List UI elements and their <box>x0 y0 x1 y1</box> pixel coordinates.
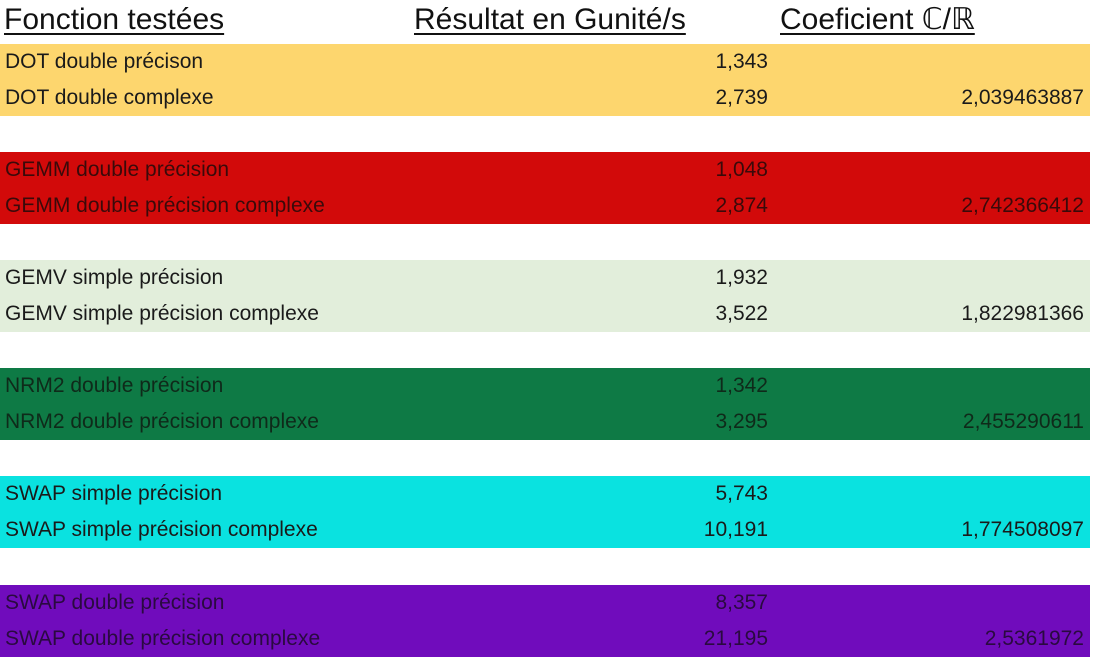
coefficient-value[interactable]: 2,5361972 <box>984 627 1084 650</box>
table-row: SWAP double précision complexe 21,195 2,… <box>0 621 1090 657</box>
table-row: SWAP simple précision 5,743 <box>0 476 1090 512</box>
table-row: NRM2 double précision 1,342 <box>0 368 1090 404</box>
table-row: DOT double complexe 2,739 2,039463887 <box>0 80 1090 116</box>
table-row: DOT double précison 1,343 <box>0 44 1090 80</box>
result-value[interactable]: 10,191 <box>703 518 768 541</box>
coefficient-value[interactable]: 2,742366412 <box>961 194 1084 217</box>
result-value[interactable]: 2,874 <box>715 194 768 217</box>
group-swap-simple: SWAP simple précision 5,743 SWAP simple … <box>0 476 1090 548</box>
function-name[interactable]: SWAP double précision <box>5 591 225 614</box>
table-row: GEMV simple précision complexe 3,522 1,8… <box>0 296 1090 332</box>
function-name[interactable]: GEMV simple précision <box>5 266 224 289</box>
function-name[interactable]: GEMM double précision complexe <box>5 194 325 217</box>
function-name[interactable]: DOT double précison <box>5 50 204 73</box>
function-name[interactable]: GEMV simple précision complexe <box>5 302 319 325</box>
table-row: GEMV simple précision 1,932 <box>0 260 1090 296</box>
header-function[interactable]: Fonction testées <box>4 3 225 36</box>
result-value[interactable]: 3,295 <box>715 410 768 433</box>
function-name[interactable]: DOT double complexe <box>5 86 214 109</box>
function-name[interactable]: NRM2 double précision complexe <box>5 410 319 433</box>
coefficient-value[interactable]: 2,039463887 <box>961 86 1084 109</box>
group-gemv: GEMV simple précision 1,932 GEMV simple … <box>0 260 1090 332</box>
coefficient-value[interactable]: 1,774508097 <box>961 518 1084 541</box>
table-row: GEMM double précision complexe 2,874 2,7… <box>0 188 1090 224</box>
function-name[interactable]: GEMM double précision <box>5 158 230 181</box>
table-row: SWAP simple précision complexe 10,191 1,… <box>0 512 1090 548</box>
result-value[interactable]: 1,048 <box>715 158 768 181</box>
function-name[interactable]: SWAP simple précision <box>5 482 223 505</box>
group-gemm: GEMM double précision 1,048 GEMM double … <box>0 152 1090 224</box>
header-result[interactable]: Résultat en Gunité/s <box>414 3 686 36</box>
group-dot: DOT double précison 1,343 DOT double com… <box>0 44 1090 116</box>
result-value[interactable]: 3,522 <box>715 302 768 325</box>
header-row: Fonction testées Résultat en Gunité/s Co… <box>0 0 1095 44</box>
coefficient-value[interactable]: 2,455290611 <box>962 410 1084 433</box>
result-value[interactable]: 21,195 <box>703 627 768 650</box>
function-name[interactable]: SWAP double précision complexe <box>5 627 321 650</box>
function-name[interactable]: SWAP simple précision complexe <box>5 518 318 541</box>
result-value[interactable]: 8,357 <box>715 591 768 614</box>
result-value[interactable]: 1,343 <box>715 50 768 73</box>
coefficient-value[interactable]: 1,822981366 <box>961 302 1084 325</box>
result-value[interactable]: 5,743 <box>715 482 768 505</box>
result-value[interactable]: 2,739 <box>715 86 768 109</box>
result-value[interactable]: 1,932 <box>715 266 768 289</box>
group-swap-double: SWAP double précision 8,357 SWAP double … <box>0 585 1090 657</box>
table-row: SWAP double précision 8,357 <box>0 585 1090 621</box>
group-nrm2: NRM2 double précision 1,342 NRM2 double … <box>0 368 1090 440</box>
function-name[interactable]: NRM2 double précision <box>5 374 224 397</box>
table-row: NRM2 double précision complexe 3,295 2,4… <box>0 404 1090 440</box>
table-row: GEMM double précision 1,048 <box>0 152 1090 188</box>
header-coefficient[interactable]: Coeficient ℂ/ℝ <box>780 3 975 36</box>
result-value[interactable]: 1,342 <box>715 374 768 397</box>
